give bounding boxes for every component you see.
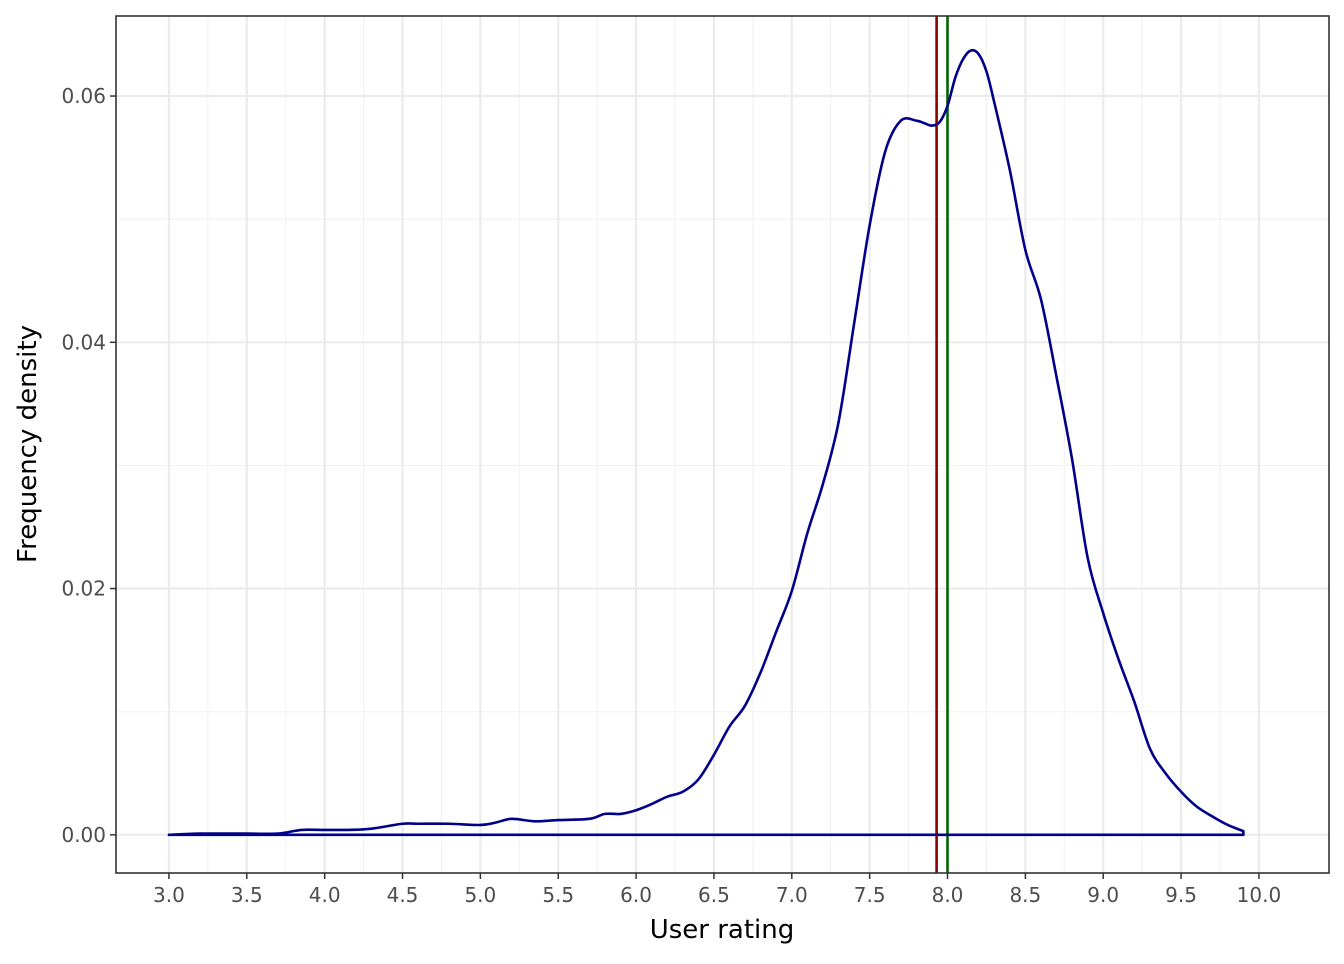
x-tick-label: 7.0 bbox=[776, 883, 808, 907]
density-curve bbox=[167, 48, 1245, 837]
x-tick-label: 8.0 bbox=[932, 883, 964, 907]
y-axis-title: Frequency density bbox=[13, 325, 43, 563]
x-tick-label: 9.5 bbox=[1165, 883, 1197, 907]
x-tick-label: 3.0 bbox=[153, 883, 185, 907]
plot-border bbox=[115, 15, 1330, 874]
x-tick-label: 5.5 bbox=[542, 883, 574, 907]
y-tick-label: 0.04 bbox=[61, 330, 106, 354]
grid-layer bbox=[116, 16, 1329, 873]
y-tick-label: 0.06 bbox=[61, 84, 106, 108]
series-layer bbox=[167, 48, 1245, 837]
x-tick-label: 7.5 bbox=[854, 883, 886, 907]
x-tick-label: 6.5 bbox=[698, 883, 730, 907]
x-tick-label: 4.0 bbox=[309, 883, 341, 907]
reference-lines bbox=[935, 16, 949, 873]
x-axis-title: User rating bbox=[650, 915, 795, 945]
x-tick-label: 3.5 bbox=[231, 883, 263, 907]
x-tick-label: 6.0 bbox=[620, 883, 652, 907]
x-tick-label: 9.0 bbox=[1087, 883, 1119, 907]
y-axis-ticks: 0.00 0.02 0.04 0.06 bbox=[61, 84, 116, 847]
x-axis-ticks: 3.0 3.5 4.0 4.5 5.0 5.5 6.0 6.5 7.0 7.5 8.0 8.5 9.0 9… bbox=[153, 873, 1281, 907]
x-tick-label: 10.0 bbox=[1237, 883, 1282, 907]
y-tick-label: 0.00 bbox=[61, 823, 106, 847]
y-tick-label: 0.02 bbox=[61, 577, 106, 601]
x-tick-label: 8.5 bbox=[1009, 883, 1041, 907]
x-tick-label: 4.5 bbox=[387, 883, 419, 907]
plot-background bbox=[116, 16, 1329, 873]
x-tick-label: 5.0 bbox=[464, 883, 496, 907]
